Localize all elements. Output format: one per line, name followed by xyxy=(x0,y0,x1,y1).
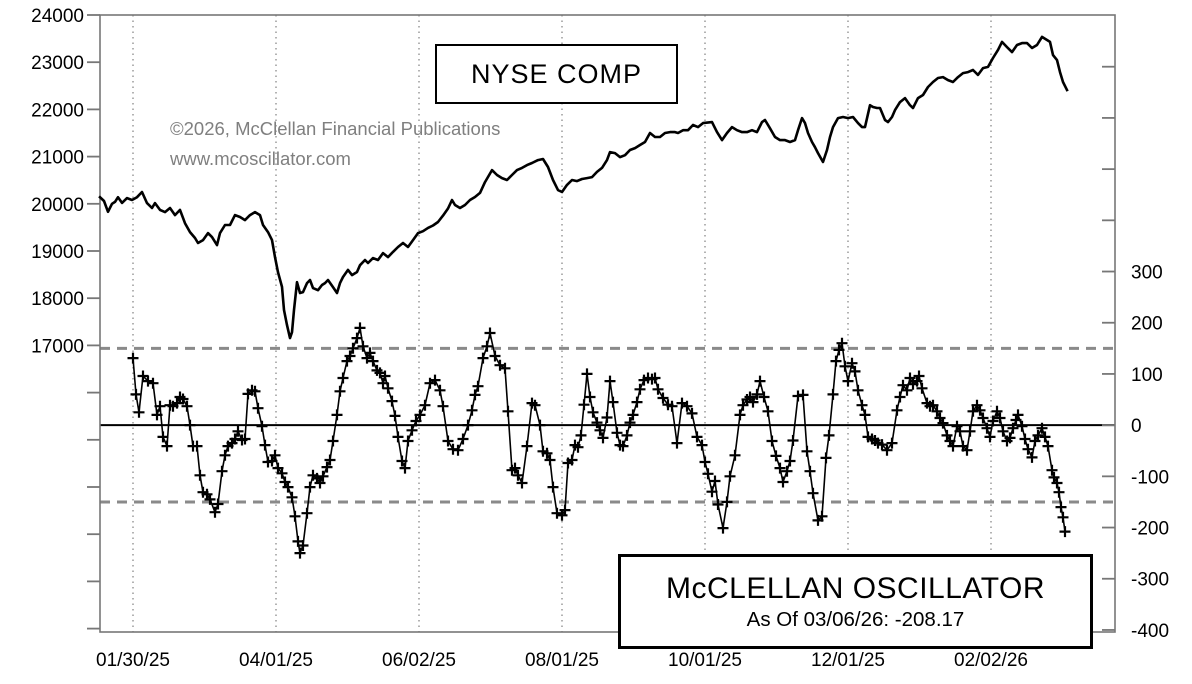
left-axis-label: 17000 xyxy=(31,336,84,357)
oscillator-line xyxy=(132,327,1066,554)
x-axis-tick-label: 06/02/25 xyxy=(382,650,456,671)
right-axis-label: 200 xyxy=(1131,314,1163,335)
x-axis-tick-label: 12/01/25 xyxy=(811,650,885,671)
right-axis-label: -300 xyxy=(1131,570,1169,591)
nyse-comp-line xyxy=(98,35,1069,340)
oscillator-title-box: McCLELLAN OSCILLATOR As Of 03/06/26: -20… xyxy=(618,554,1093,649)
left-axis-label: 23000 xyxy=(31,53,84,74)
right-axis-label: -200 xyxy=(1131,519,1169,540)
x-axis-tick-label: 02/02/26 xyxy=(954,650,1028,671)
x-axis-tick-label: 01/30/25 xyxy=(96,650,170,671)
right-axis-label: 100 xyxy=(1131,365,1163,386)
copyright-notice: ©2026, McClellan Financial Publications … xyxy=(170,114,500,174)
x-axis-tick-label: 10/01/25 xyxy=(668,650,742,671)
left-axis-label: 24000 xyxy=(31,6,84,27)
left-axis-label: 21000 xyxy=(31,148,84,169)
index-title-box: NYSE COMP xyxy=(435,44,678,104)
x-axis-tick-label: 04/01/25 xyxy=(239,650,313,671)
left-axis-label: 19000 xyxy=(31,242,84,263)
left-axis-label: 18000 xyxy=(31,289,84,310)
right-axis-label: 0 xyxy=(1131,416,1142,437)
copyright-line: ©2026, McClellan Financial Publications xyxy=(170,118,501,139)
website-url: www.mcoscillator.com xyxy=(170,148,351,169)
right-axis-label: -400 xyxy=(1131,621,1169,642)
x-axis-tick-label: 08/01/25 xyxy=(525,650,599,671)
oscillator-title-label: McCLELLAN OSCILLATOR xyxy=(665,571,1045,605)
oscillator-plus-markers xyxy=(127,322,1071,559)
plot-frame xyxy=(99,14,1116,633)
right-axis-label: 300 xyxy=(1131,263,1163,284)
right-axis-label: -100 xyxy=(1131,467,1169,488)
as-of-value-label: As Of 03/06/26: -208.17 xyxy=(746,607,965,631)
left-axis-label: 22000 xyxy=(31,100,84,121)
left-axis-label: 20000 xyxy=(31,195,84,216)
index-title-label: NYSE COMP xyxy=(470,58,643,89)
